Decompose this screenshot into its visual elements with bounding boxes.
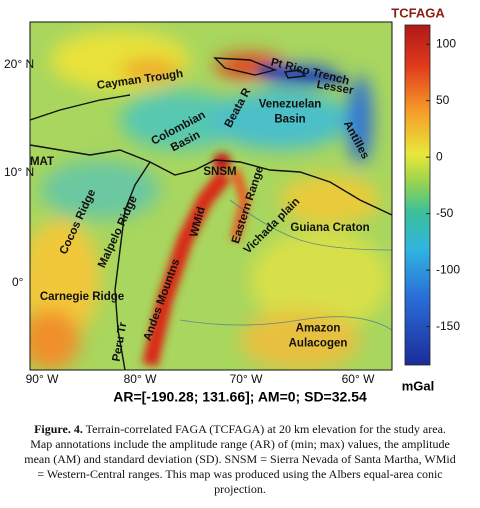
map-annotation: MAT	[30, 156, 54, 168]
caption-line: mean (AM) and standard deviation (SD). S…	[24, 452, 455, 466]
map-annotation: Venezuelan Basin	[259, 99, 322, 126]
caption-line: Map annotations include the amplitude ra…	[30, 437, 450, 451]
stats: AR=[-190.28; 131.66]; AM=0; SD=32.54	[113, 389, 367, 405]
map-annotation: Carnegie Ridge	[40, 291, 124, 303]
colorbar-tick-label: 100	[436, 36, 456, 50]
map-annotation: Guiana Craton	[290, 222, 369, 234]
map-annotation: SNSM	[203, 166, 236, 178]
annotation-text: Carnegie Ridge	[40, 291, 124, 303]
longitude-label: 90° W	[26, 372, 59, 386]
longitude-label: 70° W	[230, 372, 263, 386]
caption-line: projection.	[214, 482, 266, 496]
latitude-label: 20° N	[4, 57, 34, 71]
colorbar-tick-label: -50	[436, 206, 454, 220]
annotation-text: Guiana Craton	[290, 222, 369, 234]
longitude-label: 80° W	[124, 372, 157, 386]
annotation-text: Amazon	[296, 323, 341, 335]
annotation-text: SNSM	[203, 166, 236, 178]
map-frame	[29, 21, 393, 371]
colorbar-unit: mGal	[402, 378, 435, 393]
colorbar-tick-label: -150	[436, 319, 460, 333]
colorbar-tick-label: -100	[436, 262, 460, 276]
annotation-text: MAT	[30, 156, 54, 168]
longitude-label: 60° W	[342, 372, 375, 386]
caption-label: Figure. 4.	[34, 422, 83, 436]
caption-line: = Western-Central ranges. This map was p…	[37, 467, 442, 481]
caption-text: Terrain-correlated FAGA (TCFAGA) at 20 k…	[83, 422, 446, 436]
caption-line: Figure. 4. Terrain-correlated FAGA (TCFA…	[34, 422, 446, 436]
colorbar-title: TCFAGA	[391, 5, 445, 20]
colorbar-tick-label: 50	[436, 93, 450, 107]
annotation-text: Venezuelan	[259, 99, 322, 111]
latitude-label: 0°	[12, 275, 24, 289]
annotation-text: Basin	[274, 114, 305, 126]
colorbar	[404, 24, 431, 366]
map-annotation: Amazon Aulacogen	[289, 323, 348, 350]
coastlines	[30, 57, 392, 370]
colorbar-tick-label: 0	[436, 149, 443, 163]
annotation-text: Aulacogen	[289, 338, 348, 350]
latitude-label: 10° N	[4, 165, 34, 179]
map-raster	[30, 22, 392, 370]
